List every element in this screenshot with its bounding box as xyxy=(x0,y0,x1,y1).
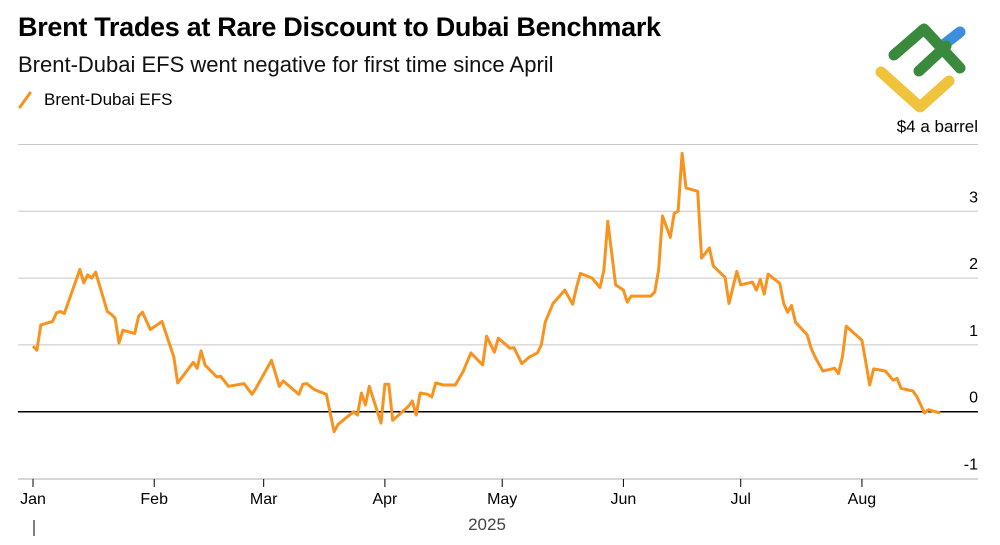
logo-yellow-mark xyxy=(875,66,955,113)
series-line-brent-dubai-efs xyxy=(31,151,941,434)
chart-subtitle: Brent-Dubai EFS went negative for first … xyxy=(18,52,554,77)
y-tick-label: -1 xyxy=(964,457,978,474)
x-tick-label: May xyxy=(487,491,517,508)
x-axis-year-label: 2025 xyxy=(468,515,506,534)
logo-green-mark xyxy=(888,23,966,74)
x-tick-label: Aug xyxy=(848,491,876,508)
chart-title: Brent Trades at Rare Discount to Dubai B… xyxy=(18,12,661,42)
y-tick-label: 3 xyxy=(969,189,978,206)
legend: Brent-Dubai EFS xyxy=(18,90,173,110)
x-tick-label: Mar xyxy=(250,491,278,508)
x-tick-label: Jul xyxy=(730,491,750,508)
x-tick-label: Jan xyxy=(20,491,46,508)
y-tick-label: 0 xyxy=(969,390,978,407)
y-tick-label: 2 xyxy=(969,256,978,273)
x-tick-label: Feb xyxy=(140,491,168,508)
logo-green-inner-mark xyxy=(913,40,952,77)
legend-label: Brent-Dubai EFS xyxy=(44,90,173,109)
y-tick-label: 1 xyxy=(969,323,978,340)
x-tick-label: Apr xyxy=(372,491,398,508)
y-unit-label: $4 a barrel xyxy=(896,117,978,136)
x-tick-label: Jun xyxy=(611,491,637,508)
logo-icon xyxy=(875,23,966,113)
legend-swatch-icon xyxy=(18,91,32,109)
